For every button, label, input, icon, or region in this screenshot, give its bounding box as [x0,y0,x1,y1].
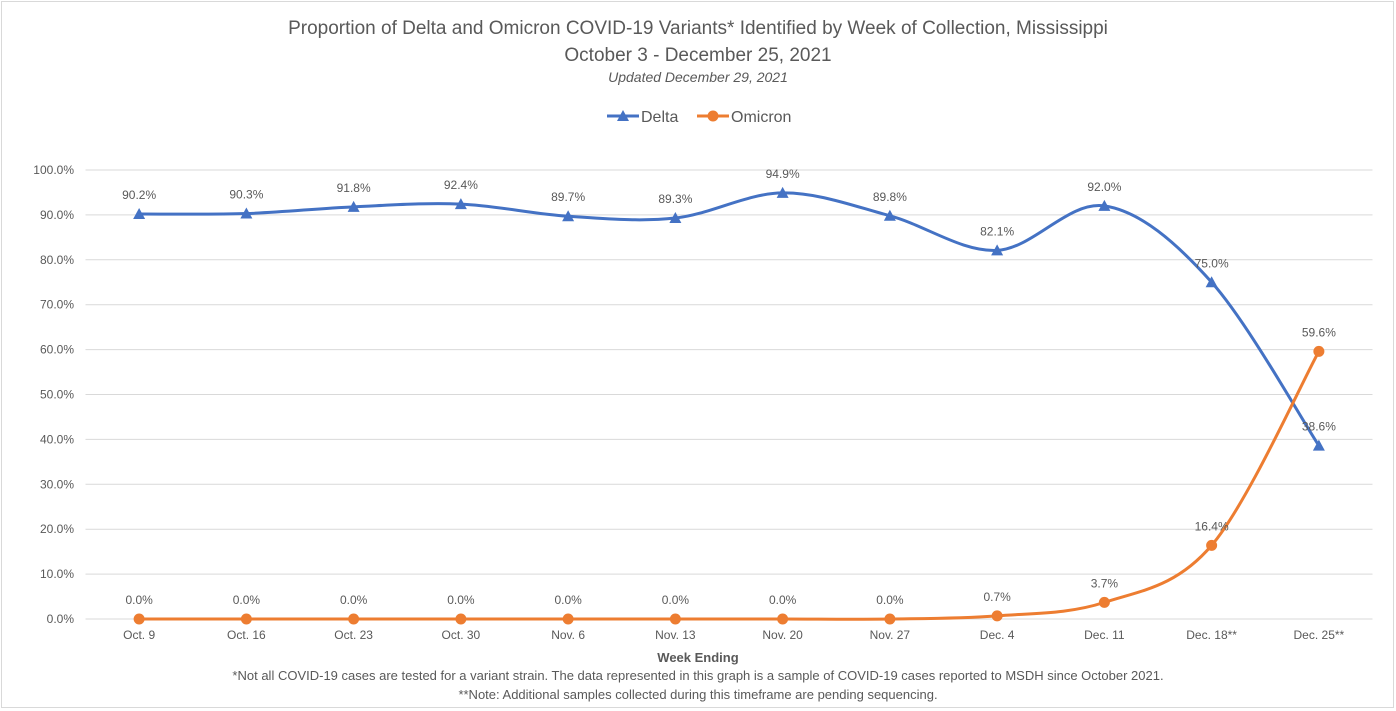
omicron-marker [777,613,789,625]
chart-updated: Updated December 29, 2021 [608,69,788,85]
omicron-data-label: 0.0% [125,593,153,607]
omicron-data-label: 0.0% [662,593,690,607]
x-tick-label: Oct. 9 [123,628,155,642]
delta-marker [669,212,682,224]
omicron-data-label: 59.6% [1302,325,1336,339]
y-tick-label: 70.0% [40,298,74,312]
chart-subtitle: October 3 - December 25, 2021 [564,45,832,66]
delta-line [139,191,1321,447]
delta-marker [347,200,360,212]
delta-marker [240,207,253,219]
x-tick-label: Nov. 27 [870,628,911,642]
y-tick-label: 100.0% [33,163,74,177]
delta-data-label: 75.0% [1195,256,1229,270]
delta-marker [991,244,1004,256]
omicron-marker [669,613,681,625]
omicron-data-label: 16.4% [1195,519,1229,533]
omicron-data-label: 0.0% [447,593,475,607]
omicron-data-label: 0.0% [554,593,582,607]
legend-delta-label: Delta [641,109,678,126]
delta-data-label: 38.6% [1302,420,1336,434]
omicron-marker [1206,539,1218,551]
delta-data-label: 92.0% [1087,180,1121,194]
legend-omicron-marker [707,110,719,122]
footnote-1: *Not all COVID-19 cases are tested for a… [232,668,1164,683]
chart-title: Proportion of Delta and Omicron COVID-19… [288,18,1108,39]
delta-data-label: 91.8% [337,181,371,195]
x-tick-label: Nov. 6 [551,628,585,642]
delta-data-label: 90.2% [122,188,156,202]
delta-data-label: 89.7% [551,190,585,204]
y-tick-label: 50.0% [40,388,74,402]
delta-marker [1098,199,1111,211]
omicron-data-label: 3.7% [1091,576,1119,590]
x-tick-label: Oct. 30 [442,628,481,642]
x-tick-label: Dec. 25** [1294,628,1345,642]
omicron-line [139,350,1321,621]
omicron-data-label: 0.0% [233,593,261,607]
delta-data-label: 89.3% [658,192,692,206]
delta-marker [883,209,896,221]
delta-marker [1312,439,1325,451]
x-tick-label: Dec. 11 [1084,628,1125,642]
x-tick-label: Nov. 13 [655,628,696,642]
y-tick-label: 80.0% [40,253,74,267]
omicron-marker [240,613,252,625]
omicron-marker [133,613,145,625]
omicron-data-label: 0.7% [983,590,1011,604]
y-tick-label: 30.0% [40,477,74,491]
y-tick-label: 40.0% [40,432,74,446]
y-tick-label: 90.0% [40,208,74,222]
y-tick-label: 60.0% [40,343,74,357]
omicron-data-label: 0.0% [340,593,368,607]
omicron-marker [1313,345,1325,357]
y-tick-label: 0.0% [47,612,75,626]
x-axis-label: Week Ending [657,650,739,665]
omicron-data-label: 0.0% [769,593,797,607]
omicron-marker [562,613,574,625]
omicron-marker [1098,596,1110,608]
y-tick-label: 10.0% [40,567,74,581]
delta-data-label: 94.9% [766,167,800,181]
omicron-marker [884,613,896,625]
x-tick-label: Nov. 20 [762,628,803,642]
delta-marker [776,186,789,198]
x-tick-label: Oct. 23 [334,628,373,642]
omicron-data-label: 0.0% [876,593,904,607]
delta-marker [454,198,467,210]
delta-marker [1205,276,1218,288]
y-tick-label: 20.0% [40,522,74,536]
delta-data-label: 82.1% [980,224,1014,238]
legend-omicron-label: Omicron [731,109,791,126]
x-tick-label: Dec. 18** [1186,628,1237,642]
omicron-marker [991,610,1003,622]
legend-delta-marker [617,110,629,121]
delta-data-label: 92.4% [444,178,478,192]
delta-data-label: 90.3% [229,188,263,202]
x-tick-label: Dec. 4 [980,628,1015,642]
delta-marker [133,208,146,220]
delta-data-label: 89.8% [873,190,907,204]
omicron-marker [455,613,467,625]
omicron-marker [348,613,360,625]
x-tick-label: Oct. 16 [227,628,266,642]
footnote-2: **Note: Additional samples collected dur… [458,687,938,702]
delta-marker [562,210,575,222]
